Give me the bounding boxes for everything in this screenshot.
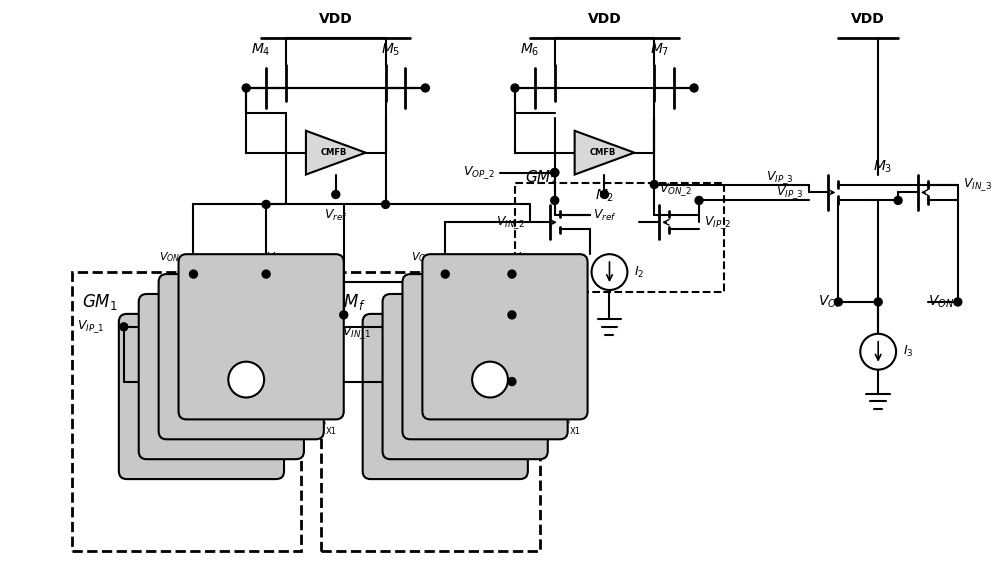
Circle shape <box>340 311 348 319</box>
Text: $V_{IP\_1}$: $V_{IP\_1}$ <box>77 318 105 335</box>
Text: VDD: VDD <box>319 12 353 26</box>
Text: $V_{IN\_f}$: $V_{IN\_f}$ <box>515 321 543 337</box>
Circle shape <box>690 84 698 92</box>
Circle shape <box>511 84 519 92</box>
Text: $M_6$: $M_6$ <box>520 42 540 58</box>
Text: $V_{OP\_f}$: $V_{OP\_f}$ <box>512 251 540 266</box>
Circle shape <box>894 197 902 204</box>
Text: $I_3$: $I_3$ <box>903 344 914 359</box>
Text: $\overline{S_1}$: $\overline{S_1}$ <box>560 369 572 384</box>
Text: CMFB: CMFB <box>589 148 616 157</box>
Text: $M_3$: $M_3$ <box>873 158 893 175</box>
Circle shape <box>262 200 270 208</box>
Text: X4: X4 <box>570 382 581 391</box>
Text: $M_4$: $M_4$ <box>251 42 271 58</box>
Text: $V_{ON}$: $V_{ON}$ <box>928 294 954 310</box>
Polygon shape <box>306 131 366 175</box>
Text: $V_{IN\_1}$: $V_{IN\_1}$ <box>342 324 371 341</box>
FancyBboxPatch shape <box>139 294 304 459</box>
Text: $I_1$: $I_1$ <box>271 371 282 388</box>
FancyBboxPatch shape <box>363 314 528 479</box>
Circle shape <box>189 270 197 278</box>
Text: $V_{IP\_2}$: $V_{IP\_2}$ <box>704 214 731 230</box>
Text: $V_{OP\_2}$: $V_{OP\_2}$ <box>463 164 495 181</box>
Circle shape <box>860 334 896 370</box>
Text: $V_{ref}$: $V_{ref}$ <box>593 207 616 222</box>
Text: $g_0$: $g_0$ <box>560 416 571 427</box>
Text: $S_2$: $S_2$ <box>316 350 327 363</box>
Circle shape <box>650 180 658 189</box>
Text: $M_1$: $M_1$ <box>240 317 259 333</box>
Text: $S_0$: $S_0$ <box>316 395 327 408</box>
Circle shape <box>954 298 962 306</box>
Circle shape <box>834 298 842 306</box>
Circle shape <box>262 270 270 278</box>
Circle shape <box>242 84 250 92</box>
Circle shape <box>421 84 429 92</box>
Text: $V_{IN\_3}$: $V_{IN\_3}$ <box>963 176 992 193</box>
Text: $M_2$: $M_2$ <box>595 188 614 204</box>
FancyBboxPatch shape <box>422 254 588 420</box>
Text: $I_f$: $I_f$ <box>515 371 526 388</box>
Text: $S_0$: $S_0$ <box>316 415 327 428</box>
Circle shape <box>551 169 559 176</box>
Text: $GM_f$: $GM_f$ <box>331 292 366 312</box>
Circle shape <box>508 378 516 385</box>
Text: $V_{IP\_3}$: $V_{IP\_3}$ <box>766 169 794 186</box>
Circle shape <box>332 190 340 198</box>
Circle shape <box>874 298 882 306</box>
FancyBboxPatch shape <box>402 274 568 439</box>
Text: K1: K1 <box>326 362 337 371</box>
Text: VDD: VDD <box>588 12 621 26</box>
Polygon shape <box>575 131 634 175</box>
Text: $GM_1$: $GM_1$ <box>82 292 118 312</box>
FancyBboxPatch shape <box>159 274 324 439</box>
Text: $V_{IP\_f}$: $V_{IP\_f}$ <box>515 373 542 390</box>
Text: $V_{ref}$: $V_{ref}$ <box>324 207 348 222</box>
Circle shape <box>228 361 264 398</box>
Text: X2: X2 <box>570 407 581 416</box>
Text: X1: X1 <box>326 427 337 436</box>
Text: $M_5$: $M_5$ <box>381 42 400 58</box>
Circle shape <box>120 323 128 331</box>
Circle shape <box>695 197 703 204</box>
Text: $V_{OP}$: $V_{OP}$ <box>818 294 843 310</box>
Text: $V_{OP\_1}$: $V_{OP\_1}$ <box>266 251 295 266</box>
Text: $I_2$: $I_2$ <box>634 265 645 279</box>
FancyBboxPatch shape <box>179 254 344 420</box>
Circle shape <box>382 200 390 208</box>
Text: $GM_2$: $GM_2$ <box>525 169 558 187</box>
Circle shape <box>592 254 627 290</box>
Circle shape <box>508 270 516 278</box>
Text: $M_7$: $M_7$ <box>650 42 669 58</box>
FancyBboxPatch shape <box>119 314 284 479</box>
Circle shape <box>508 311 516 319</box>
Circle shape <box>551 197 559 204</box>
Text: $V_{ON\_1}$: $V_{ON\_1}$ <box>159 251 188 266</box>
Text: $S_1$: $S_1$ <box>316 370 327 383</box>
Circle shape <box>472 361 508 398</box>
Text: $\overline{S_0}$: $\overline{S_0}$ <box>560 394 572 409</box>
Circle shape <box>551 169 559 176</box>
Text: $V_{IP\_3}$: $V_{IP\_3}$ <box>776 184 804 201</box>
Text: K2: K2 <box>570 362 580 371</box>
Circle shape <box>441 270 449 278</box>
Text: X4: X4 <box>326 382 337 391</box>
Text: $V_{ON\_2}$: $V_{ON\_2}$ <box>659 181 692 198</box>
Text: VDD: VDD <box>851 12 885 26</box>
Text: X2: X2 <box>326 407 337 416</box>
Circle shape <box>601 190 608 198</box>
Text: $V_{IN\_2}$: $V_{IN\_2}$ <box>496 214 525 230</box>
Text: X1: X1 <box>570 427 581 436</box>
FancyBboxPatch shape <box>383 294 548 459</box>
Text: $V_{ON\_f}$: $V_{ON\_f}$ <box>411 251 440 266</box>
Text: CMFB: CMFB <box>321 148 347 157</box>
Text: $M_f$: $M_f$ <box>484 317 502 333</box>
Text: $\overline{S_2}$: $\overline{S_2}$ <box>560 349 572 364</box>
